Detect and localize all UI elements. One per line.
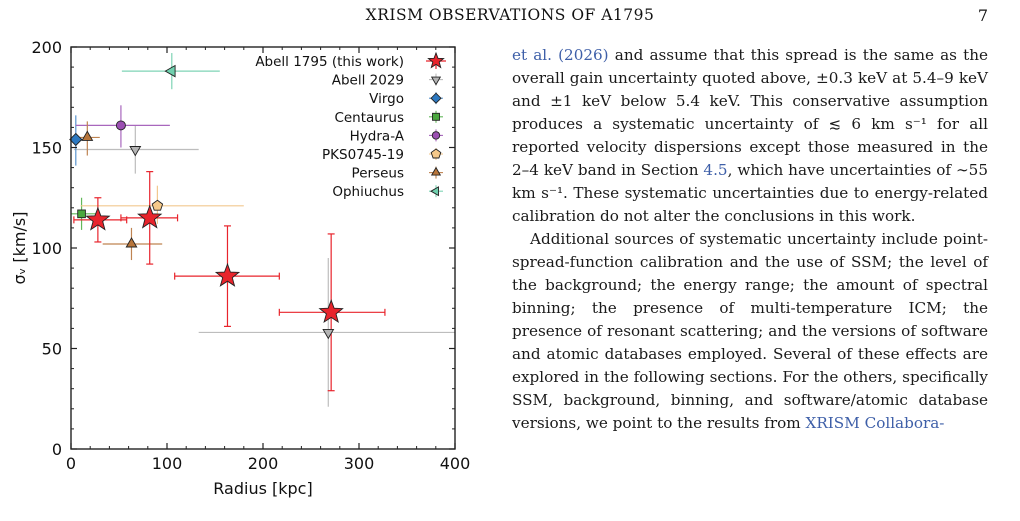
x-tick-label: 0 [66,454,76,473]
citation-link[interactable]: et al. (2026) [512,46,609,64]
marker-virgo-1 [69,132,83,147]
marker-abell-1795-this-work-4 [318,299,344,324]
marker-centaurus-1 [77,209,86,219]
velocity-dispersion-chart: 0 100 200 300 400 0 50 100 150 200 Abell 1795 (th… [10,38,470,498]
marker-abell-1795-this-work-2 [137,204,163,229]
marker-hydra-a-1 [115,120,126,131]
marker-pks0745-19-1 [151,199,164,211]
section-link[interactable]: 4.5 [703,161,728,179]
legend-label: Abell 1795 (this work) [255,54,404,70]
legend-item-perseus: Perseus [352,166,443,182]
x-tick-label: 400 [440,454,470,473]
x-tick-label: 300 [344,454,375,473]
marker-abell-1795-this-work-3 [214,262,241,287]
paragraph-2-text: Additional sources of systematic uncerta… [512,230,988,432]
paragraph-1-text-a: and assume that this spread is the same … [512,46,988,179]
marker-abell-1795-this-work-1 [85,206,111,231]
data-markers [69,64,344,340]
y-tick-label: 0 [52,440,62,459]
legend-label: Abell 2029 [332,73,404,89]
legend-marker-diamond [430,92,442,104]
legend-item-ophiuchus: Ophiuchus [332,184,443,200]
legend-label: Hydra-A [350,128,405,144]
legend-item-abell-1795-this-work: Abell 1795 (this work) [255,51,446,70]
legend-marker-triangle-up [430,166,442,176]
page-header: XRISM OBSERVATIONS OF A1795 7 [0,6,1020,30]
x-axis-label: Radius [kpc] [213,479,312,498]
legend-marker-square [432,112,440,121]
paragraph-1-text-b: , which have uncertainties of ∼55 km s⁻¹… [512,161,989,225]
legend-marker-triangle-left [430,186,439,197]
legend-marker-circle [431,131,441,140]
legend-marker-pentagon [430,148,442,159]
legend-item-virgo: Virgo [369,91,443,107]
legend-label: Perseus [352,166,404,182]
plot-frame [70,46,456,450]
y-tick-label: 50 [42,340,62,359]
legend: Abell 1795 (this work) Abell 2029 Virgo Cen… [255,51,446,200]
legend-item-hydra-a: Hydra-A [350,128,443,144]
legend-marker-triangle-down [430,76,442,86]
legend-item-centaurus: Centaurus [334,110,443,126]
paragraph-1: et al. (2026) and assume that this sprea… [512,44,988,228]
legend-item-pks0745-19: PKS0745-19 [322,147,443,163]
y-tick-label: 200 [31,38,62,57]
legend-item-abell-2029: Abell 2029 [332,73,443,89]
marker-abell-2029-1 [129,146,142,157]
legend-label: PKS0745-19 [322,147,404,163]
marker-perseus-2 [125,237,138,248]
y-tick-label: 150 [31,139,62,158]
x-tick-label: 100 [152,454,183,473]
legend-label: Virgo [369,91,404,107]
marker-abell-2029-2 [322,328,335,340]
citation-link[interactable]: XRISM Collabora- [805,414,945,432]
x-tick-label: 200 [248,454,279,473]
y-tick-label: 100 [31,239,62,258]
running-title: XRISM OBSERVATIONS OF A1795 [365,6,655,24]
velocity-dispersion-figure: 0 100 200 300 400 0 50 100 150 200 Abell 1795 (th… [0,30,470,504]
marker-perseus-1 [81,130,94,141]
legend-label: Centaurus [334,110,404,126]
y-axis-label: σᵥ [km/s] [10,212,29,285]
page-number: 7 [977,6,988,25]
body-text-column: et al. (2026) and assume that this sprea… [512,44,988,435]
paragraph-2: Additional sources of systematic uncerta… [512,228,988,435]
axis-ticks: 0 100 200 300 400 0 50 100 150 200 [31,38,470,473]
legend-label: Ophiuchus [332,184,404,200]
legend-marker-star [427,51,445,69]
marker-ophiuchus-1 [164,64,176,78]
